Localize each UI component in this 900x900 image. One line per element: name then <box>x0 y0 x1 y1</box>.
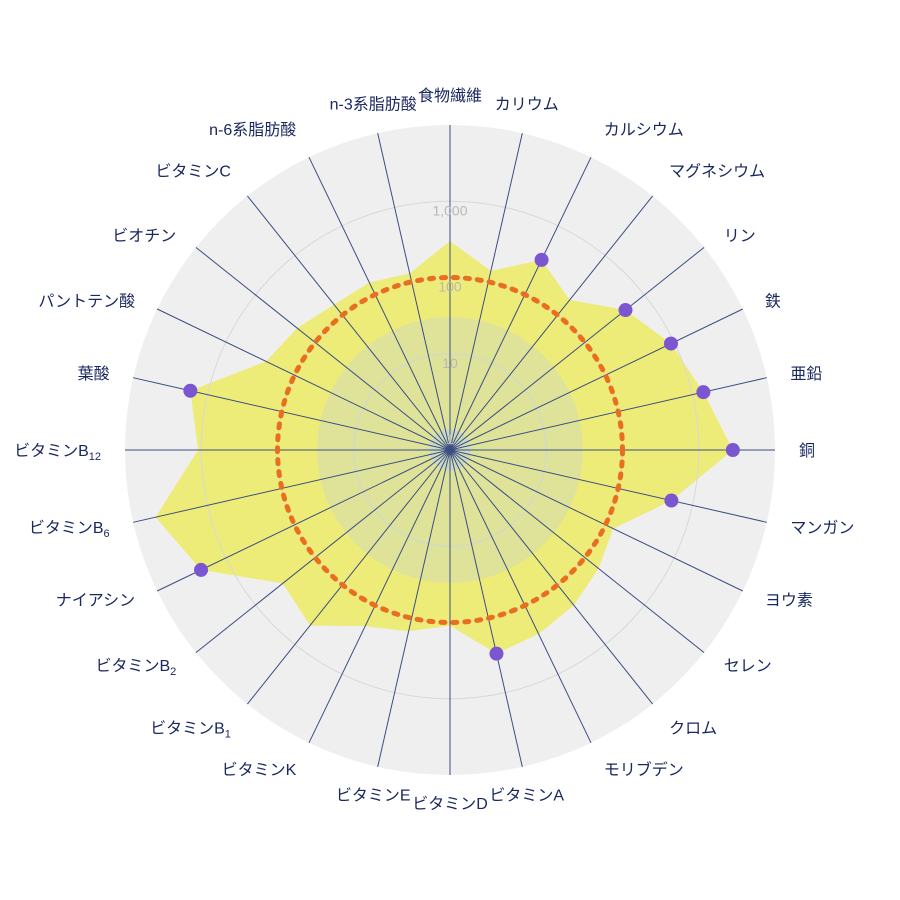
axis-label: ビオチン <box>112 227 176 245</box>
axis-label: リン <box>724 228 756 245</box>
axis-label: モリブデン <box>604 760 684 779</box>
axis-label: ビタミンB6 <box>29 519 110 540</box>
axis-label: 亜鉛 <box>790 365 822 383</box>
axis-label: n-6系脂肪酸 <box>209 121 296 139</box>
axis-label: 鉄 <box>765 292 781 310</box>
data-marker <box>696 385 710 399</box>
axis-label: ビタミンB1 <box>150 720 231 741</box>
axis-label: n-3系脂肪酸 <box>330 96 417 114</box>
axis-label: カリウム <box>495 96 559 114</box>
data-marker <box>183 384 197 398</box>
tick-label: 100 <box>438 279 462 295</box>
data-marker <box>489 647 503 661</box>
axis-label: カルシウム <box>604 121 684 139</box>
axis-label: 葉酸 <box>78 365 110 383</box>
data-marker <box>664 337 678 351</box>
axis-label: パントテン酸 <box>38 292 135 310</box>
axis-label: ビタミンE <box>336 786 411 804</box>
axis-label: マンガン <box>790 519 854 537</box>
axis-label: セレン <box>724 658 772 675</box>
axis-label: クロム <box>669 720 717 738</box>
tick-label: 1 <box>446 431 454 447</box>
axis-label: ヨウ素 <box>765 592 813 610</box>
axis-label: 銅 <box>799 442 815 460</box>
axis-label: ビタミンA <box>489 786 564 804</box>
nutrient-radar-chart: 1 10 100 1,000 食物繊維カリウムカルシウムマグネシウムリン鉄亜鉛銅マンガン… <box>0 0 900 900</box>
axis-label: ナイアシン <box>56 593 135 610</box>
data-marker <box>194 563 208 577</box>
axis-label: 食物繊維 <box>418 87 482 105</box>
tick-label: 10 <box>442 355 458 371</box>
data-marker <box>664 494 678 508</box>
axis-label: ビタミンD <box>412 795 488 813</box>
axis-label: ビタミンB12 <box>14 442 101 463</box>
data-marker <box>535 253 549 267</box>
axis-label: ビタミンK <box>222 761 297 779</box>
data-marker <box>618 303 632 317</box>
axis-label: ビタミンB2 <box>95 657 176 678</box>
data-marker <box>726 443 740 457</box>
tick-label: 1,000 <box>432 202 467 218</box>
axis-label: ビタミンC <box>155 162 231 180</box>
axis-label: マグネシウム <box>669 162 765 180</box>
